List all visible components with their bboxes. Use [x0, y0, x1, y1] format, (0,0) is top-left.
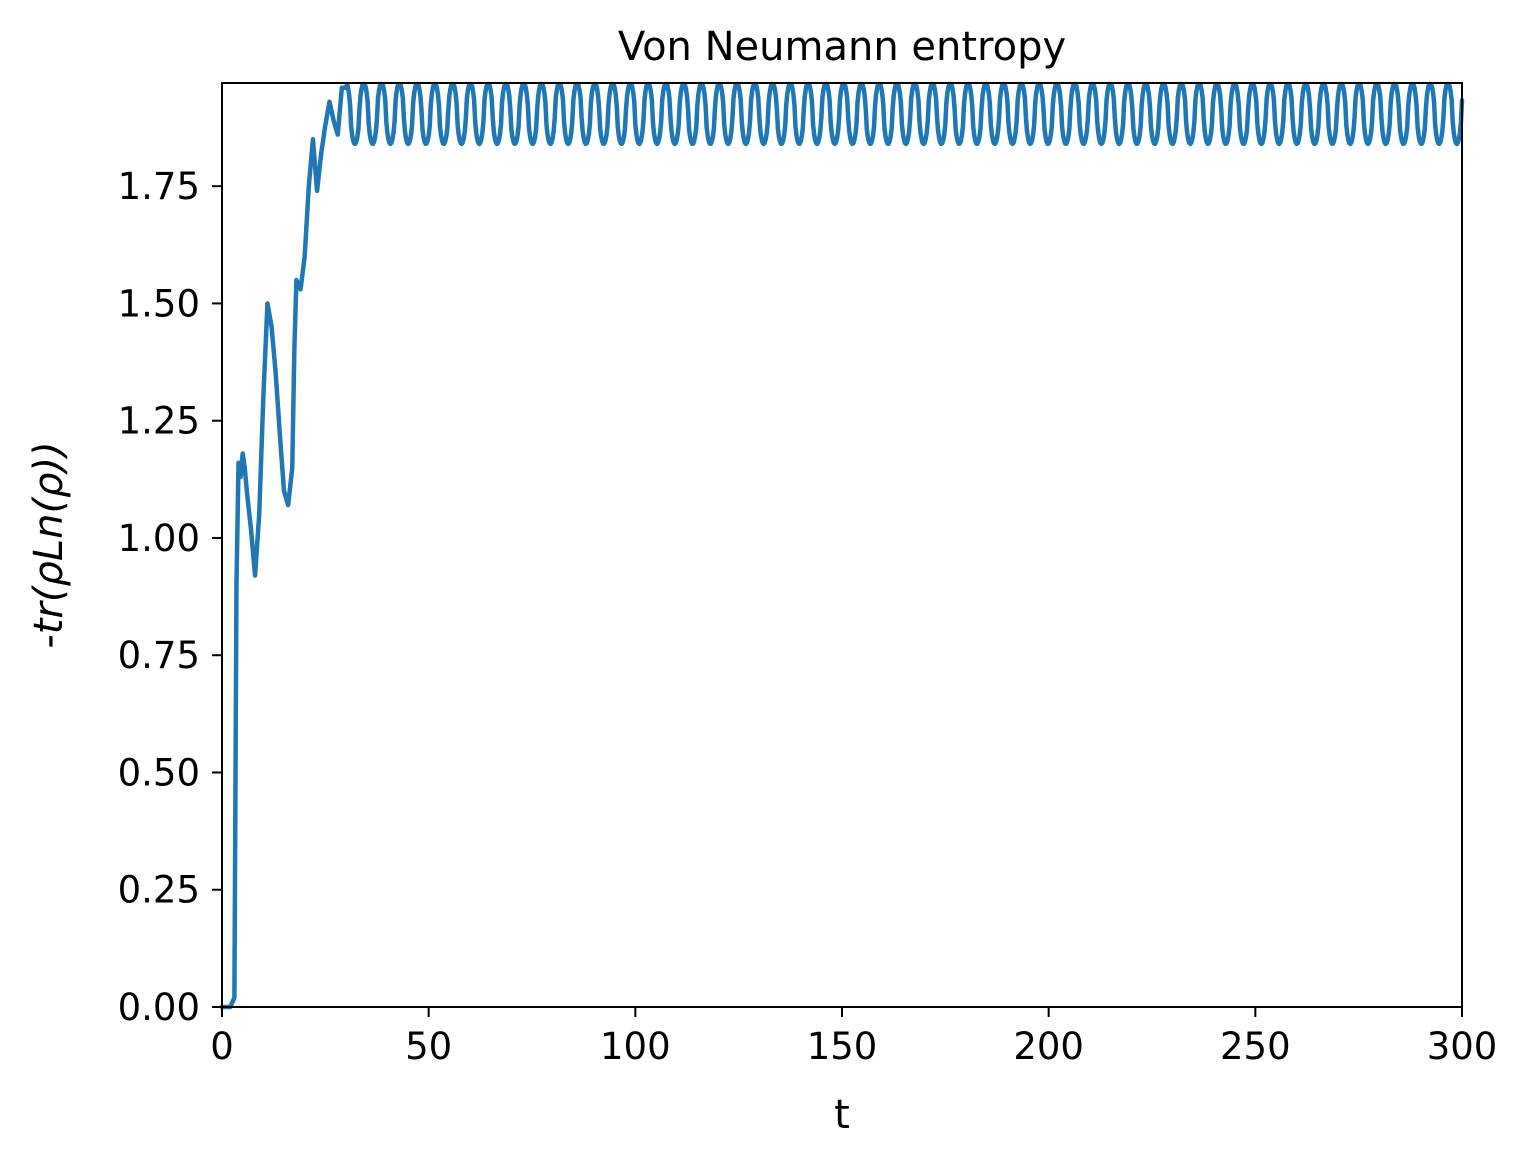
y-tick-label: 0.75 [118, 634, 200, 677]
x-tick-label: 300 [1427, 1025, 1498, 1068]
x-tick-label: 200 [1013, 1025, 1084, 1068]
y-axis-label: -tr(ρLn(ρ)) [26, 441, 72, 648]
x-tick-label: 0 [210, 1025, 234, 1068]
y-tick-label: 1.50 [118, 282, 200, 325]
x-axis-label: t [834, 1092, 850, 1138]
y-tick-label: 0.50 [118, 751, 200, 794]
y-tick-label: 1.25 [118, 400, 200, 443]
x-tick-label: 100 [600, 1025, 671, 1068]
x-tick-label: 50 [405, 1025, 452, 1068]
x-tick-label: 150 [807, 1025, 878, 1068]
x-tick-label: 250 [1220, 1025, 1291, 1068]
y-tick-label: 0.25 [118, 869, 200, 912]
y-tick-label: 1.00 [118, 517, 200, 560]
y-tick-label: 1.75 [118, 165, 200, 208]
y-tick-label: 0.00 [118, 986, 200, 1029]
y-axis-ticks: 0.00 0.25 0.50 0.75 1.00 1.25 1.50 1.75 [118, 165, 222, 1029]
x-axis-ticks: 0 50 100 150 200 250 300 [210, 1007, 1497, 1068]
chart-title: Von Neumann entropy [618, 24, 1066, 70]
